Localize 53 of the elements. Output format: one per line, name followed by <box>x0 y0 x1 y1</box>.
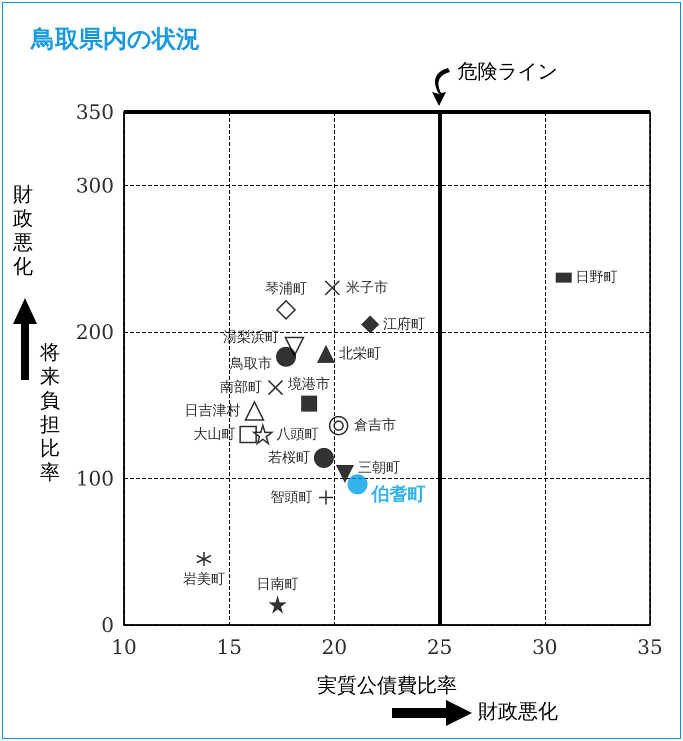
x-tick-label: 35 <box>637 635 663 659</box>
series-label: 日吉津村 <box>184 403 241 420</box>
point <box>361 316 380 334</box>
series-label: 大山町 <box>193 426 236 442</box>
text: 財政悪化 <box>13 182 33 278</box>
series-label: 智頭町 <box>270 489 312 506</box>
point <box>314 448 334 468</box>
point <box>328 416 348 436</box>
point <box>316 344 335 363</box>
text: 財政悪化 <box>478 698 558 725</box>
y-tick-label: 200 <box>76 320 114 344</box>
point <box>348 474 368 494</box>
point <box>239 426 257 444</box>
series-label: 鳥取市 <box>229 356 272 372</box>
y-tick-label: 300 <box>76 173 114 198</box>
point <box>276 346 296 367</box>
ref-line-label: 危険ライン <box>458 58 558 85</box>
series-label: 岩美町 <box>182 572 225 588</box>
series-label: 日野町 <box>576 270 618 286</box>
point <box>276 300 296 320</box>
point <box>324 280 340 296</box>
y-axis-title: 将来負担比率 <box>40 340 60 484</box>
point <box>268 595 287 614</box>
series-label: 境港市 <box>287 376 330 393</box>
x-tick-label: 20 <box>322 635 348 659</box>
point <box>244 401 264 421</box>
x-tick-label: 15 <box>216 635 242 659</box>
point <box>336 465 354 484</box>
series-label: 若桜町 <box>268 450 310 466</box>
y-tick-label: 350 <box>76 100 114 124</box>
y-tick-label: 100 <box>76 466 114 490</box>
series-label: 伯耆町 <box>370 484 426 505</box>
point <box>196 551 212 567</box>
y-tick-label: 0 <box>101 613 114 637</box>
series-label: 日南町 <box>256 576 299 592</box>
series-label: 米子市 <box>346 280 388 296</box>
series-label: 三朝町 <box>358 460 400 476</box>
series-label: 琴浦町 <box>265 281 308 298</box>
x-axis-title: 実質公債費比率 <box>316 672 458 699</box>
chart-title: 鳥取県内の状況 <box>30 25 200 53</box>
series-label: 江府町 <box>383 316 426 333</box>
point <box>253 424 273 444</box>
point <box>318 490 334 506</box>
point <box>268 380 284 396</box>
series-label: 南部町 <box>220 380 262 396</box>
point <box>284 336 304 356</box>
series-label: 八頭町 <box>276 426 319 442</box>
x-tick-label: 10 <box>111 635 137 659</box>
point <box>301 396 318 412</box>
x-tick-label: 25 <box>426 635 452 659</box>
series-label: 倉吉市 <box>354 418 396 434</box>
series-label: 北栄町 <box>338 346 381 362</box>
x-tick-label: 30 <box>532 635 558 659</box>
